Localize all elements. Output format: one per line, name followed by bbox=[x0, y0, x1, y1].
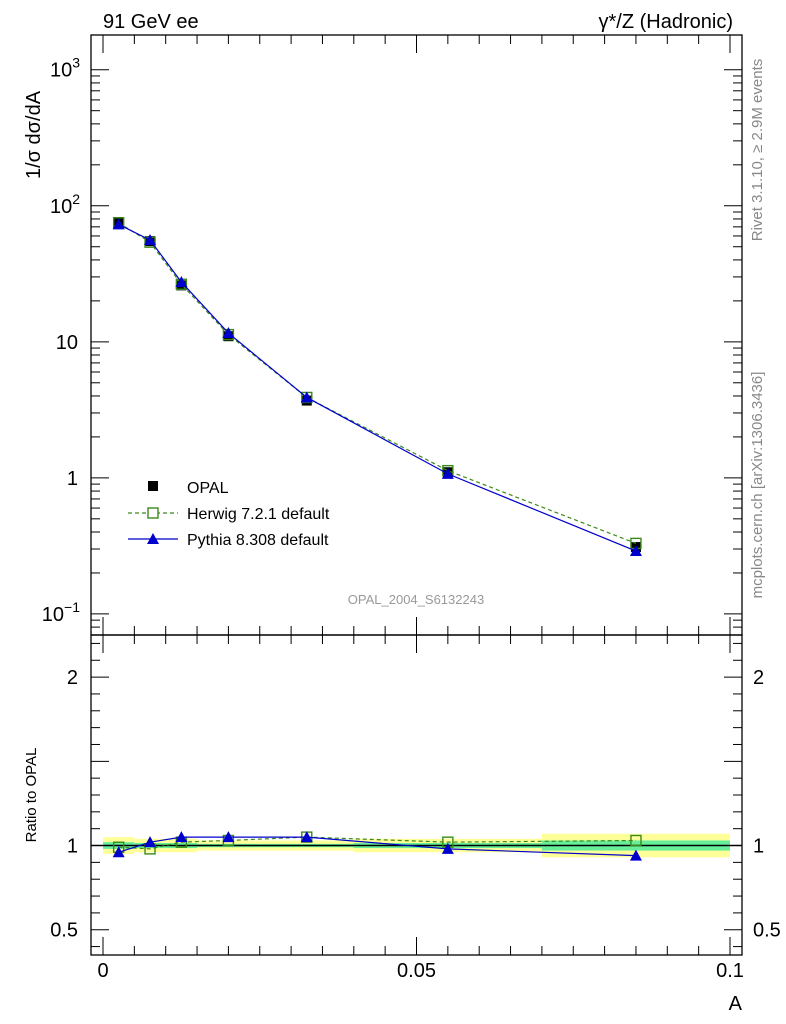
x-tick-label: 0.05 bbox=[397, 960, 436, 982]
header-right: γ*/Z (Hadronic) bbox=[599, 11, 733, 33]
ratio-y-tick-label-right: 1 bbox=[753, 836, 764, 858]
ratio-y-axis-label: Ratio to OPAL bbox=[23, 748, 40, 843]
legend-label-herwig: Herwig 7.2.1 default bbox=[187, 506, 330, 523]
ratio-y-tick-label: 1 bbox=[67, 836, 78, 858]
main-point-pythia bbox=[144, 234, 157, 246]
mcplots-credit-label: mcplots.cern.ch [arXiv:1306.3436] bbox=[749, 372, 766, 599]
main-point-pythia bbox=[222, 327, 235, 339]
main-y-axis-label: 1/σ dσ/dA bbox=[23, 90, 45, 179]
ratio-y-tick-label: 0.5 bbox=[50, 920, 78, 942]
rivet-version-label: Rivet 3.1.10, ≥ 2.9M events bbox=[749, 59, 766, 242]
main-point-pythia bbox=[112, 218, 125, 230]
ratio-y-tick-label-right: 0.5 bbox=[753, 920, 781, 942]
ratio-point-pythia bbox=[222, 831, 235, 843]
main-point-pythia bbox=[300, 391, 313, 403]
main-point-pythia bbox=[441, 467, 454, 479]
main-series-line-pythia bbox=[118, 223, 637, 552]
main-y-tick-label: 10 bbox=[56, 332, 78, 354]
header-left: 91 GeV ee bbox=[103, 11, 199, 33]
series-layer bbox=[112, 216, 642, 861]
ratio-point-pythia bbox=[441, 842, 454, 854]
main-point-pythia bbox=[175, 276, 188, 288]
legend-marker-opal bbox=[148, 481, 158, 491]
main-y-tick-label: 1 bbox=[67, 468, 78, 490]
legend: OPAL Herwig 7.2.1 default Pythia 8.308 d… bbox=[128, 480, 330, 549]
legend-marker-pythia bbox=[147, 533, 159, 544]
analysis-watermark: OPAL_2004_S6132243 bbox=[348, 592, 484, 607]
ratio-point-pythia bbox=[112, 846, 125, 858]
main-y-tick-label: 103 bbox=[50, 55, 80, 82]
ratio-point-pythia bbox=[144, 836, 157, 848]
legend-label-opal: OPAL bbox=[187, 480, 229, 497]
main-point-pythia bbox=[629, 545, 642, 557]
ratio-point-pythia bbox=[175, 831, 188, 843]
main-y-tick-label: 10−1 bbox=[42, 599, 80, 626]
x-axis-label: A bbox=[729, 993, 743, 1015]
x-tick-label: 0.1 bbox=[716, 960, 744, 982]
main-y-tick-label: 102 bbox=[50, 191, 80, 218]
ratio-y-tick-label-right: 2 bbox=[753, 667, 764, 689]
ratio-point-pythia bbox=[300, 831, 313, 843]
x-tick-label: 0 bbox=[97, 960, 108, 982]
legend-marker-herwig bbox=[147, 507, 159, 519]
ratio-point-herwig bbox=[630, 834, 642, 847]
ratio-point-pythia bbox=[629, 849, 642, 861]
ratio-y-tick-label: 2 bbox=[67, 667, 78, 689]
ratio-series-line-herwig bbox=[118, 836, 636, 850]
legend-label-pythia: Pythia 8.308 default bbox=[187, 532, 329, 549]
axis-ticks: 10−1 1 10 102 103 0 0.05 0.1 0.5 0.5 1 1 2 2 bbox=[42, 35, 781, 982]
ratio-plot-frame bbox=[90, 634, 743, 956]
